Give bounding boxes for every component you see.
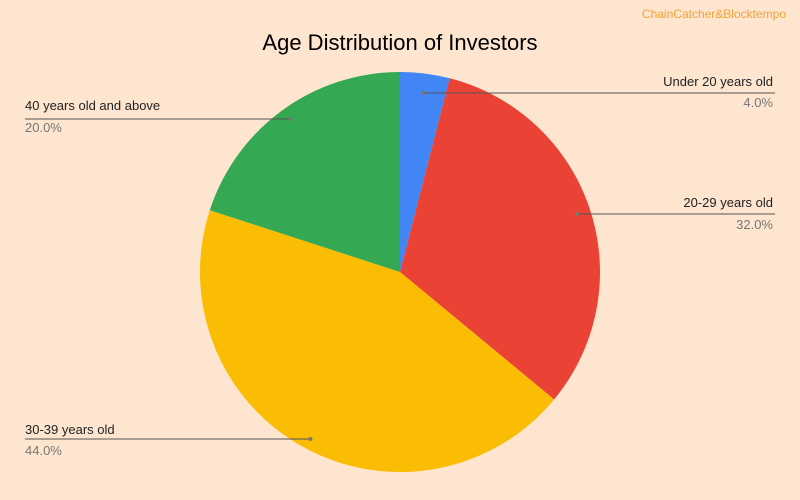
leader-dot-under-20-years-old bbox=[421, 91, 426, 95]
leader-dot-40-years-old-and-above bbox=[288, 117, 293, 121]
leader-dot-30-39-years-old bbox=[308, 437, 313, 441]
slice-percent-30-39-years-old: 44.0% bbox=[25, 443, 62, 458]
chart-title: Age Distribution of Investors bbox=[262, 30, 537, 55]
pie-labels: Under 20 years old 4.0% 20-29 years old 32.… bbox=[25, 74, 775, 458]
slice-percent-40-years-old-and-above: 20.0% bbox=[25, 120, 62, 135]
pie-slice-30-39-years-old bbox=[199, 210, 555, 473]
slice-label-under-20-years-old: Under 20 years old bbox=[663, 74, 773, 89]
slice-label-40-years-old-and-above: 40 years old and above bbox=[25, 98, 160, 113]
watermark: ChainCatcher&Blocktempo bbox=[641, 7, 786, 21]
pie-slice-under-20-years-old bbox=[400, 72, 450, 272]
pie-slice-20-29-years-old bbox=[400, 78, 600, 400]
leader-dot-20-29-years-old bbox=[574, 212, 579, 216]
pie-slices bbox=[199, 72, 600, 473]
slice-percent-under-20-years-old: 4.0% bbox=[743, 95, 773, 110]
slice-label-20-29-years-old: 20-29 years old bbox=[683, 195, 773, 210]
pie-slice-40-years-old-and-above bbox=[209, 72, 400, 272]
slice-percent-20-29-years-old: 32.0% bbox=[736, 217, 773, 232]
slice-label-30-39-years-old: 30-39 years old bbox=[25, 422, 115, 437]
